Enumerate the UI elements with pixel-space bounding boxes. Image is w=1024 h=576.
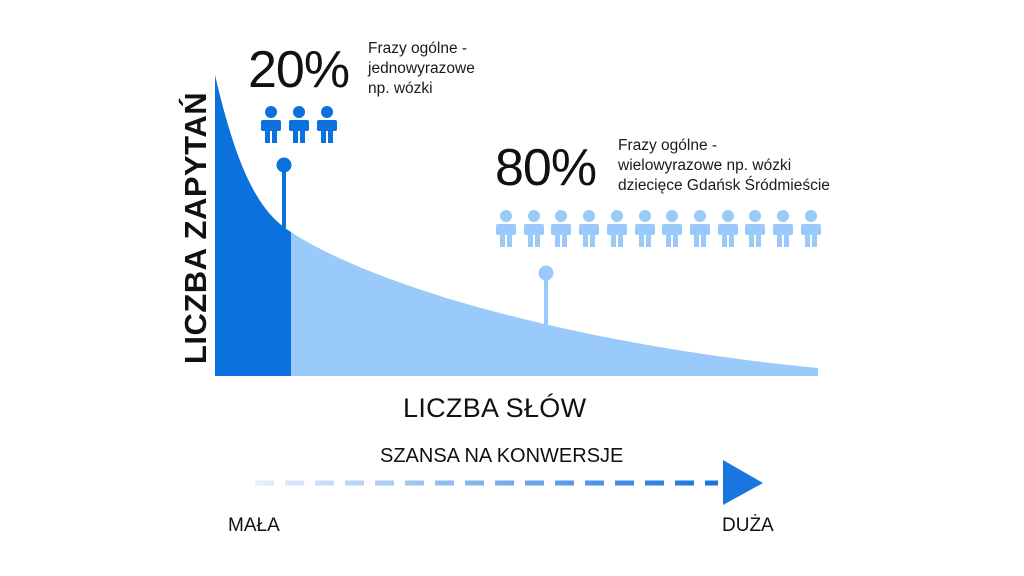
person-icon	[634, 210, 656, 252]
head-term-desc-line: Frazy ogólne -	[368, 40, 468, 57]
head-term-desc-line: jednowyrazowe	[368, 60, 475, 77]
head-term-pin-icon	[276, 157, 292, 228]
long-tail-desc-line: dziecięce Gdańsk Śródmieście	[618, 177, 830, 194]
person-icon	[661, 210, 683, 252]
y-axis-label: LICZBA ZAPYTAŃ	[178, 91, 213, 365]
long-tail-pin-icon	[538, 265, 554, 330]
long-tail-desc-line: Frazy ogólne -	[618, 137, 718, 154]
long-tail-description: Frazy ogólne - wielowyrazowe np. wózki d…	[618, 136, 830, 196]
person-icon	[260, 106, 282, 148]
head-term-desc-line: np. wózki	[368, 80, 433, 97]
long-tail-percent: 80%	[495, 139, 597, 197]
head-term-description: Frazy ogólne - jednowyrazowe np. wózki	[368, 39, 475, 99]
conversion-low-label: MAŁA	[228, 515, 280, 536]
person-icon	[606, 210, 628, 252]
conversion-scale-title: SZANSA NA KONWERSJE	[380, 445, 624, 467]
head-term-area	[215, 75, 291, 376]
person-icon	[744, 210, 766, 252]
long-tail-desc-line: wielowyrazowe np. wózki	[618, 157, 792, 174]
person-icon	[316, 106, 338, 148]
person-icon	[288, 106, 310, 148]
head-term-percent: 20%	[248, 41, 350, 99]
person-icon	[578, 210, 600, 252]
person-icon	[495, 210, 517, 252]
conversion-high-label: DUŻA	[722, 515, 774, 536]
person-icon	[772, 210, 794, 252]
person-icon	[689, 210, 711, 252]
arrow-right-icon	[723, 460, 763, 505]
person-icon	[717, 210, 739, 252]
person-icon	[550, 210, 572, 252]
long-tail-area	[291, 232, 818, 376]
conversion-arrow	[255, 460, 763, 505]
person-icon	[800, 210, 822, 252]
person-icon	[523, 210, 545, 252]
x-axis-label: LICZBA SŁÓW	[403, 393, 587, 423]
